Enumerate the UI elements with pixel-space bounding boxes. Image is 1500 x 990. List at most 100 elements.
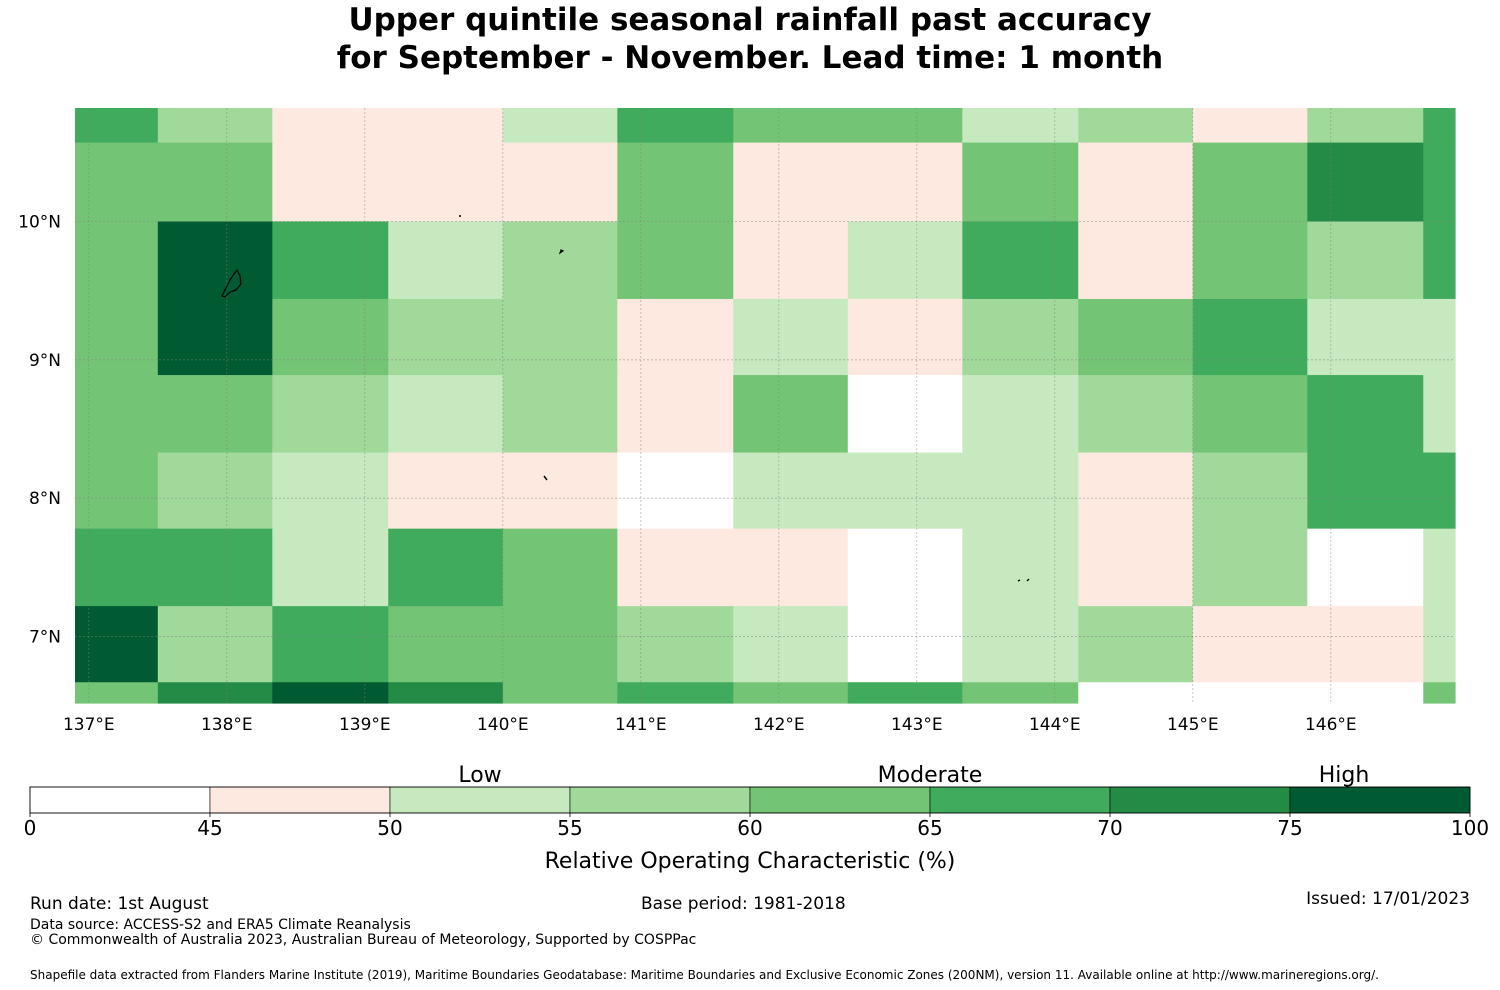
heatmap-cell [388, 142, 504, 223]
heatmap-cell [962, 298, 1079, 376]
heatmap-cell [1307, 528, 1424, 607]
colorbar-swatches [29, 786, 1471, 814]
heatmap-cell [1307, 108, 1424, 144]
x-tick-label: 139°E [339, 715, 391, 735]
heatmap-cell [1423, 375, 1456, 454]
data-source: Data source: ACCESS-S2 and ERA5 Climate … [30, 917, 411, 933]
heatmap-cell [733, 682, 849, 704]
colorbar-tick-labels: 0 45 50 55 60 65 70 75 100 [24, 813, 1489, 840]
heatmap-cells [75, 108, 1456, 704]
heatmap-cell [502, 682, 618, 704]
heatmap-cell [388, 452, 504, 530]
heatmap-cell [157, 606, 273, 683]
graticule [75, 108, 1455, 703]
heatmap-cell [1423, 452, 1456, 530]
heatmap-cell [847, 452, 963, 530]
heatmap-cell [847, 682, 963, 704]
heatmap-cell [272, 298, 389, 376]
colorbar-tick-label: 65 [917, 816, 942, 840]
heatmap-cell [1192, 142, 1308, 223]
heatmap-cell [962, 528, 1079, 607]
colorbar-label: Relative Operating Characteristic (%) [545, 849, 956, 874]
heatmap-cell [1423, 298, 1456, 376]
colorbar-swatch [1289, 786, 1471, 814]
island-outline [459, 215, 461, 217]
heatmap-cell [388, 375, 504, 454]
heatmap-cell [1192, 452, 1308, 530]
heatmap-cell [1078, 298, 1194, 376]
chart-title-line-1: Upper quintile seasonal rainfall past ac… [348, 2, 1152, 38]
heatmap-cell [75, 452, 159, 530]
heatmap-cell [617, 298, 734, 376]
colorbar-category-label: High [1319, 763, 1370, 788]
x-tick-label: 137°E [63, 715, 115, 735]
copyright-notice: © Commonwealth of Australia 2023, Austra… [30, 932, 697, 948]
heatmap-cell [962, 606, 1079, 683]
heatmap-cell [1078, 682, 1194, 704]
x-tick-label: 141°E [615, 715, 667, 735]
heatmap-cell [962, 682, 1079, 704]
heatmap-cell [272, 142, 389, 223]
heatmap-cell [1423, 142, 1456, 223]
heatmap-cell [388, 682, 504, 704]
base-period: Base period: 1981-2018 [641, 894, 846, 914]
heatmap-cell [157, 221, 273, 300]
colorbar-swatch [1109, 786, 1291, 814]
heatmap-cell [75, 682, 159, 704]
colorbar-tick-label: 45 [197, 816, 222, 840]
island-outline [1017, 578, 1030, 582]
heatmap-cell [1307, 298, 1424, 376]
heatmap-cell [1423, 606, 1456, 683]
island-outline [543, 475, 548, 481]
colorbar-tick-label: 70 [1097, 816, 1122, 840]
x-tick-label: 140°E [477, 715, 529, 735]
colorbar-swatch [29, 786, 211, 814]
heatmap-cell [733, 142, 849, 223]
heatmap-cell [388, 221, 504, 300]
island-outline [221, 268, 242, 298]
colorbar-swatch [209, 786, 391, 814]
heatmap-cell [847, 606, 963, 683]
x-tick-label: 145°E [1167, 715, 1219, 735]
heatmap-cell [1307, 375, 1424, 454]
x-tick-label: 144°E [1029, 715, 1081, 735]
heatmap-cell [75, 528, 159, 607]
heatmap-cell [847, 221, 963, 300]
heatmap-cell [388, 298, 504, 376]
colorbar-category-label: Moderate [878, 763, 983, 788]
heatmap-cell [1192, 682, 1308, 704]
heatmap-cell [1192, 298, 1308, 376]
y-tick-label: 7°N [29, 628, 61, 648]
heatmap-cell [617, 221, 734, 300]
heatmap-cell [733, 452, 849, 530]
heatmap-cell [1423, 682, 1456, 704]
colorbar-swatch [389, 786, 571, 814]
heatmap-cell [502, 108, 618, 144]
y-tick-label: 10°N [18, 212, 61, 232]
heatmap-cell [157, 142, 273, 223]
heatmap-cell [1192, 375, 1308, 454]
y-tick-label: 9°N [29, 351, 61, 371]
heatmap-cell [1307, 142, 1424, 223]
heatmap-cell [502, 298, 618, 376]
heatmap-cell [962, 142, 1079, 223]
heatmap-cell [75, 298, 159, 376]
heatmap-cell [733, 298, 849, 376]
heatmap-cell [388, 528, 504, 607]
colorbar-tick-label: 100 [1451, 816, 1489, 840]
heatmap-cell [962, 221, 1079, 300]
x-tick-label: 138°E [201, 715, 253, 735]
heatmap-cell [502, 221, 618, 300]
heatmap-cell [502, 142, 618, 223]
heatmap-cell [272, 375, 389, 454]
colorbar-swatch [749, 786, 931, 814]
heatmap-cell [388, 606, 504, 683]
heatmap-cell [272, 606, 389, 683]
colorbar-tick-label: 0 [24, 816, 37, 840]
heatmap-cell [962, 452, 1079, 530]
colorbar-tick-label: 50 [377, 816, 402, 840]
heatmap-cell [847, 142, 963, 223]
island-outline [558, 249, 565, 255]
heatmap-cell [733, 528, 849, 607]
heatmap-cell [733, 375, 849, 454]
